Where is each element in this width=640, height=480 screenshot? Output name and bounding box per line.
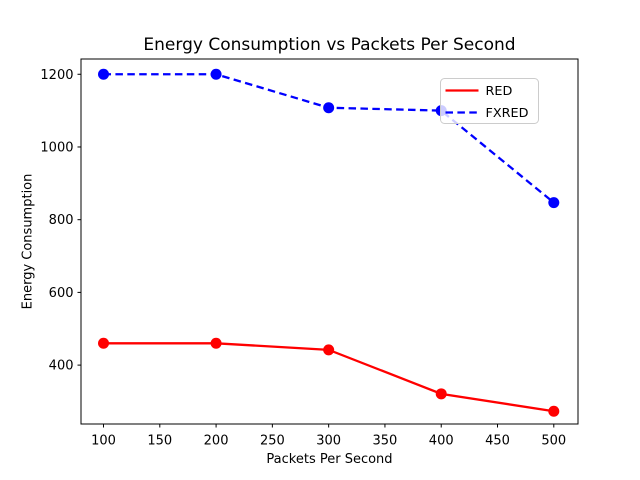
y-axis-label: Energy Consumption	[21, 174, 36, 310]
x-tick-label: 500	[541, 434, 566, 449]
x-tick-label: 400	[429, 434, 454, 449]
x-tick-label: 450	[485, 434, 510, 449]
data-point-marker-red	[435, 388, 447, 400]
y-tick-label: 800	[49, 213, 74, 228]
x-tick-label: 250	[260, 434, 285, 449]
y-tick-label: 400	[49, 359, 74, 374]
x-tick-label: 100	[91, 434, 116, 449]
chart-title: Energy Consumption vs Packets Per Second	[143, 35, 515, 55]
data-point-marker-red	[98, 337, 110, 349]
data-point-marker-red	[548, 405, 560, 417]
x-tick-label: 150	[147, 434, 172, 449]
data-point-marker-fxred	[98, 68, 110, 80]
data-point-marker-red	[210, 337, 222, 349]
data-point-marker-fxred	[548, 197, 560, 209]
data-point-marker-fxred	[210, 68, 222, 80]
plot-border	[80, 58, 579, 425]
y-tick-label: 600	[49, 286, 74, 301]
x-tick-label: 350	[373, 434, 398, 449]
legend-entry-label: RED	[486, 84, 513, 99]
data-point-marker-red	[323, 344, 335, 356]
y-tick-label: 1200	[40, 68, 73, 83]
x-tick-label: 300	[316, 434, 341, 449]
y-tick-label: 1000	[40, 140, 73, 155]
x-axis-label: Packets Per Second	[266, 452, 392, 467]
x-tick-label: 200	[204, 434, 229, 449]
legend-entry-label: FXRED	[486, 106, 529, 121]
data-point-marker-fxred	[323, 102, 335, 114]
